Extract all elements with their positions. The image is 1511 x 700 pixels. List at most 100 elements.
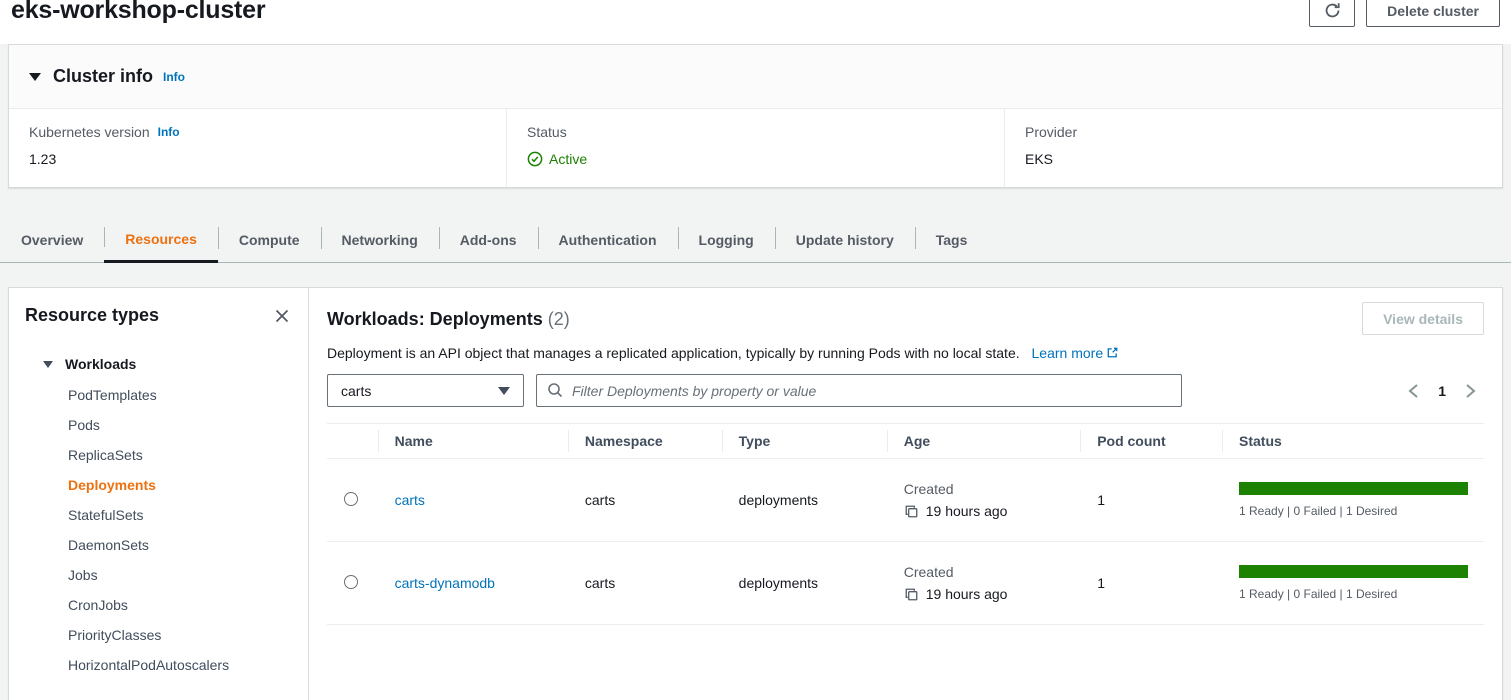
field-status: Status Active bbox=[506, 109, 1004, 187]
age-value: 19 hours ago bbox=[925, 586, 1008, 602]
column-header-namespace[interactable]: Namespace bbox=[567, 423, 722, 459]
delete-cluster-button[interactable]: Delete cluster bbox=[1366, 0, 1500, 27]
deployment-name-link[interactable]: carts bbox=[394, 492, 425, 508]
deployments-description: Deployment is an API object that manages… bbox=[327, 345, 1484, 361]
tab-networking[interactable]: Networking bbox=[320, 218, 439, 262]
type-cell: deployments bbox=[738, 492, 819, 508]
page-title: eks-workshop-cluster bbox=[11, 0, 266, 24]
sidebar-item-podtemplates[interactable]: PodTemplates bbox=[68, 387, 157, 403]
collapse-caret-icon bbox=[29, 72, 41, 81]
refresh-button[interactable] bbox=[1309, 0, 1356, 27]
tab-add-ons[interactable]: Add-ons bbox=[438, 218, 538, 262]
current-page[interactable]: 1 bbox=[1438, 382, 1446, 399]
tab-resources[interactable]: Resources bbox=[104, 218, 218, 263]
previous-page-button[interactable] bbox=[1406, 382, 1421, 400]
search-box bbox=[536, 374, 1182, 407]
column-header-pod-count[interactable]: Pod count bbox=[1080, 423, 1222, 459]
resource-types-title: Resource types bbox=[25, 305, 160, 325]
type-cell: deployments bbox=[738, 575, 819, 591]
cluster-info-title: Cluster info bbox=[53, 66, 154, 86]
resources-content: Resource types Workloads PodTemplates Po… bbox=[8, 287, 1503, 700]
page-header: eks-workshop-cluster Delete cluster bbox=[0, 0, 1511, 44]
dropdown-caret-icon bbox=[498, 386, 510, 395]
deployment-name-link[interactable]: carts-dynamodb bbox=[394, 575, 495, 591]
age-value: 19 hours ago bbox=[925, 503, 1008, 519]
tab-tags[interactable]: Tags bbox=[914, 218, 989, 262]
status-bar bbox=[1239, 482, 1468, 495]
sidebar-item-priorityclasses[interactable]: PriorityClasses bbox=[68, 627, 162, 643]
age-created-label: Created bbox=[903, 481, 954, 497]
deployments-title: Workloads: Deployments (2) bbox=[327, 309, 570, 329]
namespace-cell: carts bbox=[584, 492, 616, 508]
cluster-info-card: Cluster info Info Kubernetes version Inf… bbox=[8, 44, 1503, 188]
status-badge: Active bbox=[527, 151, 980, 167]
tree-group-workloads[interactable]: Workloads bbox=[25, 356, 292, 372]
close-icon bbox=[275, 309, 289, 322]
status-text: 1 Ready | 0 Failed | 1 Desired bbox=[1239, 504, 1398, 518]
sidebar-item-statefulsets[interactable]: StatefulSets bbox=[68, 507, 144, 523]
chevron-left-icon bbox=[1408, 383, 1418, 398]
column-header-type[interactable]: Type bbox=[721, 423, 887, 459]
external-link-icon bbox=[1107, 347, 1118, 358]
provider-label: Provider bbox=[1025, 124, 1078, 140]
sidebar-item-deployments[interactable]: Deployments bbox=[68, 477, 156, 493]
close-panel-button[interactable] bbox=[272, 306, 292, 326]
table-row: carts carts deployments Created 19 hours… bbox=[327, 458, 1484, 542]
copy-icon[interactable] bbox=[904, 587, 919, 602]
status-value: Active bbox=[549, 151, 588, 167]
column-header-age[interactable]: Age bbox=[886, 423, 1081, 459]
tree-group-label: Workloads bbox=[65, 356, 137, 372]
status-bar bbox=[1239, 565, 1468, 578]
kubernetes-version-info-link[interactable]: Info bbox=[157, 125, 180, 139]
column-header-name[interactable]: Name bbox=[377, 423, 568, 459]
column-header-select bbox=[327, 423, 378, 459]
field-provider: Provider EKS bbox=[1004, 109, 1502, 187]
search-icon bbox=[548, 383, 563, 398]
pagination: 1 bbox=[1406, 382, 1484, 400]
namespace-dropdown[interactable]: carts bbox=[327, 374, 524, 407]
column-header-status[interactable]: Status bbox=[1222, 423, 1484, 459]
cluster-tabs: Overview Resources Compute Networking Ad… bbox=[0, 218, 1511, 263]
kubernetes-version-label: Kubernetes version bbox=[29, 124, 150, 140]
sidebar-item-daemonsets[interactable]: DaemonSets bbox=[68, 537, 149, 553]
view-details-button[interactable]: View details bbox=[1362, 302, 1484, 335]
cluster-info-info-link[interactable]: Info bbox=[163, 69, 186, 84]
table-row: carts-dynamodb carts deployments Created… bbox=[327, 541, 1484, 625]
status-text: 1 Ready | 0 Failed | 1 Desired bbox=[1239, 587, 1398, 601]
chevron-right-icon bbox=[1466, 383, 1476, 398]
next-page-button[interactable] bbox=[1463, 382, 1478, 400]
sidebar-item-replicasets[interactable]: ReplicaSets bbox=[68, 447, 143, 463]
learn-more-link[interactable]: Learn more bbox=[1032, 345, 1120, 361]
deployments-count: (2) bbox=[547, 309, 570, 329]
check-circle-icon bbox=[527, 151, 543, 167]
sidebar-item-horizontalpodautoscalers[interactable]: HorizontalPodAutoscalers bbox=[68, 657, 230, 673]
sidebar-item-cronjobs[interactable]: CronJobs bbox=[68, 597, 128, 613]
row-radio-button[interactable] bbox=[344, 491, 358, 506]
field-kubernetes-version: Kubernetes version Info 1.23 bbox=[9, 109, 506, 187]
kubernetes-version-value: 1.23 bbox=[29, 151, 57, 167]
tab-authentication[interactable]: Authentication bbox=[537, 218, 678, 262]
deployments-table: Name Namespace Type Age Pod count Status… bbox=[327, 423, 1484, 625]
tab-overview[interactable]: Overview bbox=[21, 232, 84, 248]
namespace-cell: carts bbox=[584, 575, 616, 591]
search-input[interactable] bbox=[536, 374, 1182, 407]
sidebar-item-jobs[interactable]: Jobs bbox=[68, 567, 98, 583]
pod-count-cell: 1 bbox=[1097, 575, 1105, 591]
tab-logging[interactable]: Logging bbox=[677, 218, 775, 262]
tab-compute[interactable]: Compute bbox=[217, 218, 321, 262]
cluster-info-body: Kubernetes version Info 1.23 Status Acti… bbox=[9, 109, 1502, 187]
resource-types-panel: Resource types Workloads PodTemplates Po… bbox=[9, 288, 309, 700]
sidebar-item-pods[interactable]: Pods bbox=[68, 417, 100, 433]
refresh-icon bbox=[1325, 3, 1340, 18]
filter-row: carts 1 bbox=[327, 374, 1484, 407]
chevron-down-icon bbox=[43, 360, 53, 368]
provider-value: EKS bbox=[1025, 151, 1054, 167]
tab-update-history[interactable]: Update history bbox=[774, 218, 915, 262]
status-label: Status bbox=[527, 124, 567, 140]
pod-count-cell: 1 bbox=[1097, 492, 1105, 508]
resource-types-tree: Workloads PodTemplates Pods ReplicaSets … bbox=[25, 356, 292, 680]
row-radio-button[interactable] bbox=[344, 574, 358, 589]
copy-icon[interactable] bbox=[904, 504, 919, 519]
age-created-label: Created bbox=[903, 564, 954, 580]
cluster-info-header[interactable]: Cluster info Info bbox=[9, 45, 1502, 109]
